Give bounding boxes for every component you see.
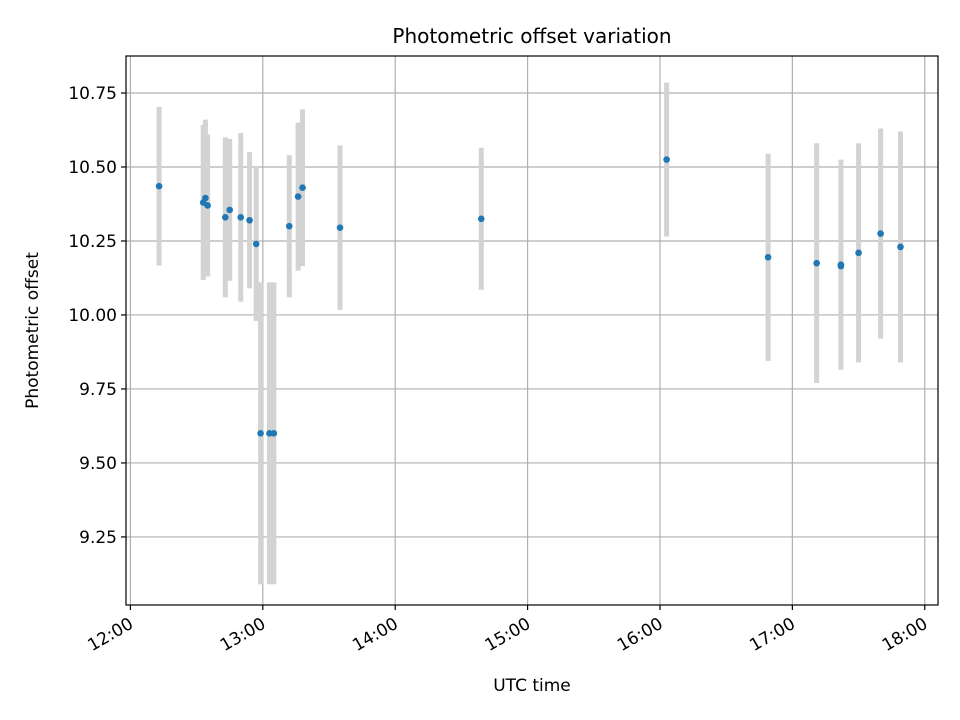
- axes: 12:00 13:00 14:00 15:00 16:00 17:00 18:00 9.25 9…: [68, 84, 931, 656]
- data-point: [877, 230, 884, 237]
- data-point: [897, 243, 904, 251]
- y-tick-label: 10.75: [68, 84, 117, 104]
- data-point: [764, 253, 772, 261]
- x-tick-label: 14:00: [349, 614, 401, 656]
- data-point: [155, 182, 163, 190]
- data-point: [663, 156, 670, 163]
- data-point: [246, 216, 253, 224]
- y-tick-label: 9.50: [79, 454, 117, 474]
- y-axis-title: Photometric offset: [23, 252, 43, 409]
- data-point: [237, 213, 245, 221]
- data-point: [285, 222, 293, 230]
- x-tick-label: 12:00: [84, 614, 136, 656]
- x-tick-label: 13:00: [217, 614, 269, 656]
- errorbars: [156, 82, 903, 585]
- data-point: [221, 213, 229, 221]
- data-point: [252, 240, 260, 248]
- data-point: [813, 259, 820, 267]
- data-point: [855, 249, 862, 257]
- y-tick-label: 10.50: [68, 158, 117, 178]
- plot-frame: [125, 55, 939, 606]
- y-tick-label: 9.25: [79, 528, 117, 548]
- y-tick-label: 9.75: [79, 380, 117, 400]
- data-point: [336, 224, 344, 231]
- data-point: [837, 262, 845, 270]
- chart-title: Photometric offset variation: [392, 24, 671, 48]
- y-tick-label: 10.00: [68, 306, 117, 326]
- x-tick-label: 17:00: [746, 614, 798, 656]
- data-point: [299, 184, 306, 192]
- x-tick-label: 15:00: [482, 614, 534, 656]
- x-tick-label: 18:00: [879, 614, 931, 656]
- data-point: [294, 193, 302, 200]
- data-points: [155, 156, 904, 437]
- y-tick-label: 10.25: [68, 232, 117, 252]
- data-point: [204, 202, 211, 209]
- data-point: [202, 194, 209, 202]
- data-point: [226, 206, 234, 214]
- data-point: [477, 215, 485, 223]
- x-tick-label: 16:00: [614, 614, 666, 656]
- x-axis-title: UTC time: [493, 676, 571, 696]
- data-point: [270, 430, 278, 437]
- data-point: [257, 430, 264, 437]
